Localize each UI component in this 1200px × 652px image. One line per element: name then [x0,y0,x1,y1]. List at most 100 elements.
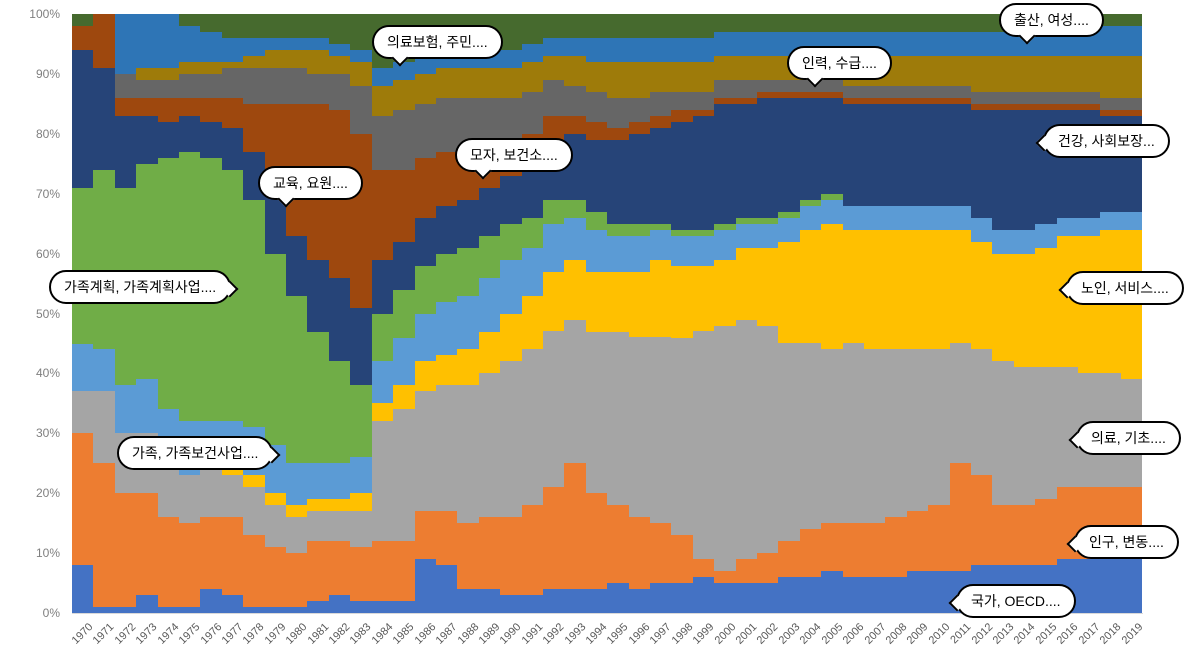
bar-segment [72,50,94,188]
bar-1992 [542,14,565,613]
bar-segment [457,295,479,350]
bar-segment [1013,56,1036,92]
bar-segment [607,271,629,332]
bar-segment [649,62,672,92]
bar-segment [414,217,436,266]
bar-2009 [906,14,929,613]
bar-2014 [1013,14,1036,613]
bar-segment [393,241,415,290]
x-tick-label: 1989 [476,621,503,647]
bar-segment [585,271,608,332]
bar-segment [136,379,158,434]
bar-1987 [435,14,458,613]
bar-segment [307,38,329,51]
bar-segment [1120,55,1143,98]
y-tick-label: 40% [35,366,60,381]
bar-segment [992,505,1014,566]
callout-bubble: 출산, 여성.... [999,3,1104,45]
bar-segment [564,14,586,39]
bar-segment [607,331,629,506]
bar-segment [393,337,415,386]
bar-segment [414,361,436,392]
bar-segment [521,91,543,134]
x-tick-label: 1972 [112,621,139,647]
bar-segment [350,511,372,548]
bar-segment [735,223,757,248]
bar-segment [842,103,865,206]
bar-segment [114,493,137,608]
x-tick-label: 2007 [862,621,889,647]
bar-segment [435,68,458,98]
x-tick-label: 2018 [1097,621,1124,647]
bar-segment [114,14,137,74]
bar-segment [1035,247,1057,368]
bar-segment [286,607,308,613]
bar-segment [842,343,865,524]
bar-segment [72,343,94,392]
bar-segment [885,14,907,33]
bar-segment [949,32,972,56]
bar-1979 [264,14,287,613]
bar-1986 [414,14,436,613]
bar-segment [371,85,394,116]
bar-segment [949,463,972,572]
bar-segment [885,32,907,56]
bar-segment [949,97,972,104]
bar-segment [457,349,479,386]
bar-segment [243,487,265,536]
x-tick-label: 1984 [369,621,396,647]
bar-segment [136,14,158,68]
bar-segment [821,349,843,524]
x-tick-label: 2013 [990,621,1017,647]
bar-segment [885,577,907,613]
bar-segment [757,223,779,248]
bar-segment [714,103,736,224]
x-tick-label: 2002 [755,621,781,647]
bar-segment [649,115,672,128]
bar-segment [757,247,779,326]
x-tick-label: 1998 [669,621,696,647]
bar-segment [136,493,158,596]
bar-segment [414,103,436,158]
bar-2001 [735,14,757,613]
bar-segment [714,259,736,326]
bar-1977 [221,14,244,613]
bar-segment [735,319,757,560]
bar-segment [93,67,115,170]
callout-bubble: 가족계획, 가족계획사업.... [49,270,239,304]
bar-segment [542,331,565,488]
bar-segment [671,109,693,122]
bar-segment [542,271,565,332]
bar-segment [1078,559,1100,613]
bar-segment [607,14,629,39]
bar-segment [778,241,800,344]
bar-segment [179,61,201,74]
bar-segment [778,577,800,613]
bar-segment [821,91,843,98]
bar-segment [500,67,522,98]
bar-segment [264,253,287,446]
bar-segment [500,259,522,314]
bar-2007 [864,14,886,613]
bar-1981 [307,14,329,613]
bar-1997 [649,14,672,613]
bar-1978 [243,14,265,613]
callout-bubble: 노인, 서비스.... [1058,271,1184,305]
bar-segment [671,14,693,39]
callout-label: 인구, 변동.... [1089,534,1164,550]
bar-segment [671,337,693,536]
bar-segment [1056,103,1079,110]
bar-2011 [949,14,972,613]
plot-area [72,14,1143,614]
bar-segment [928,505,950,572]
bar-segment [842,97,865,104]
bar-segment [821,193,843,200]
bar-segment [1120,211,1143,230]
bar-segment [542,487,565,590]
bar-segment [735,247,757,320]
bar-2010 [928,14,950,613]
bar-segment [649,523,672,584]
bar-segment [1056,217,1079,236]
x-tick-label: 2010 [926,621,953,647]
bar-1970 [72,14,94,613]
